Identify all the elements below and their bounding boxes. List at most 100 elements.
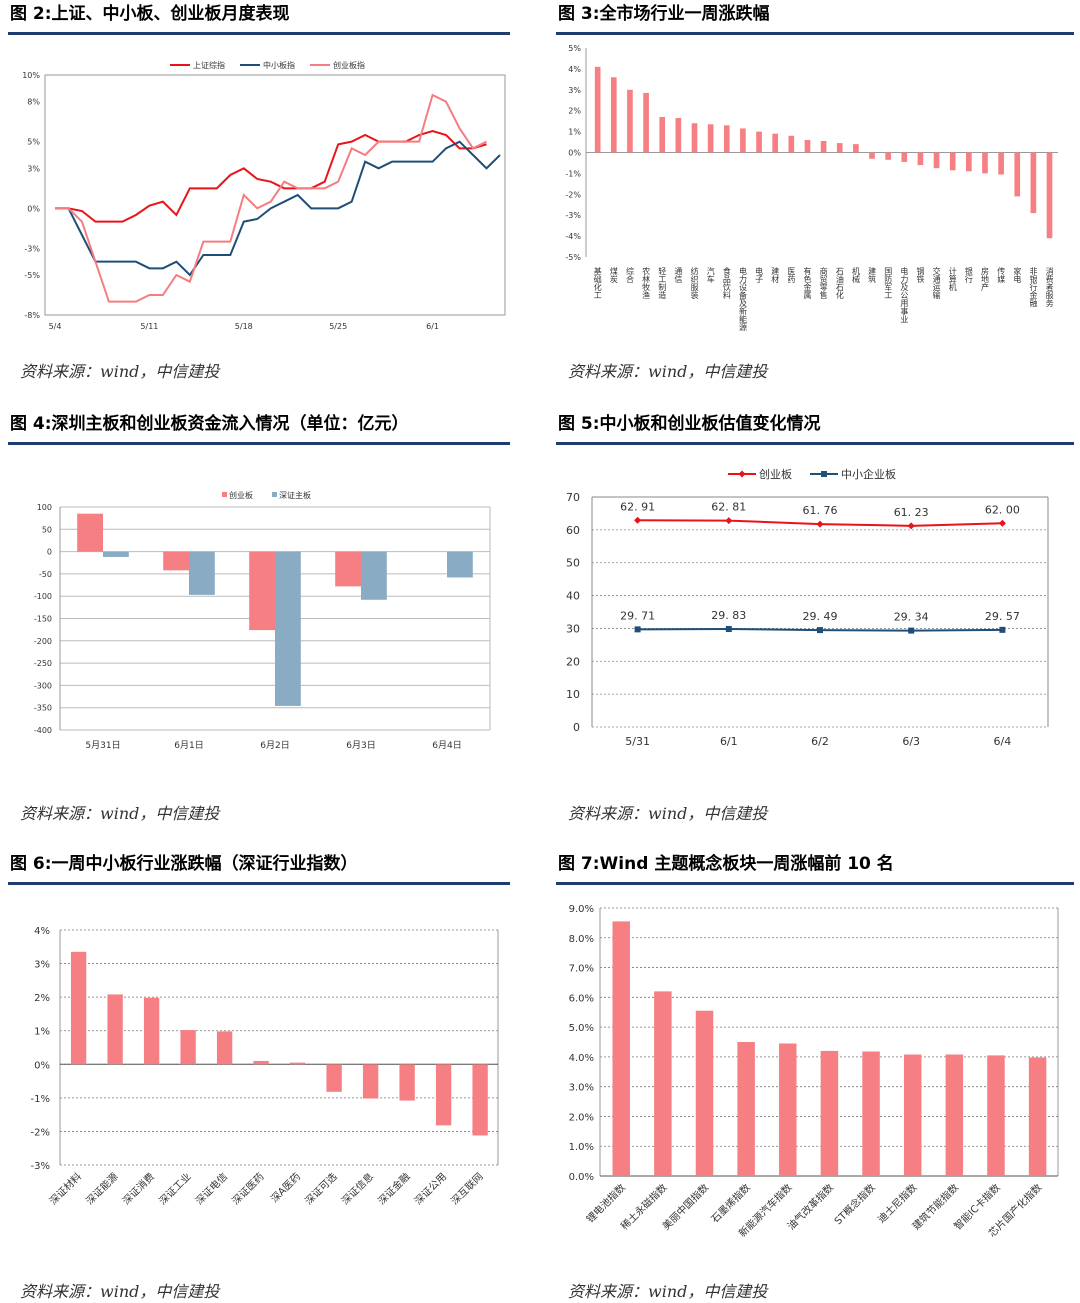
x-tick-label: 6/1: [720, 735, 738, 748]
y-tick-label: -100: [34, 592, 52, 601]
y-tick-label: 1%: [34, 1027, 50, 1038]
x-tick-label: 农林牧渔: [642, 266, 651, 299]
data-point: [725, 517, 733, 525]
y-tick-label: 0: [573, 721, 580, 734]
bar: [820, 1050, 839, 1176]
y-tick-label: 2%: [568, 107, 581, 116]
data-point: [907, 522, 915, 530]
bar: [143, 997, 160, 1065]
data-label: 62. 91: [620, 500, 655, 513]
legend-label: 创业板: [759, 467, 792, 481]
source-note: 资料来源：wind，中信建投: [20, 362, 220, 381]
data-point: [817, 627, 823, 634]
x-tick-label: 6月1日: [174, 740, 203, 751]
bar: [289, 1062, 306, 1065]
x-tick-label: 5月31日: [85, 740, 120, 751]
bar: [180, 1030, 196, 1065]
chart-fig3: -5% -4% -3% -2% -1% 0% 1% 2% 3% 4% 5% 基础化工 煤炭 综合 农林牧渔轻…: [565, 44, 1058, 332]
y-tick-label: -2%: [31, 1127, 50, 1138]
bar: [933, 152, 940, 169]
bar: [966, 152, 972, 172]
bar: [737, 1042, 755, 1176]
bar: [1046, 152, 1053, 239]
panel-title: 图 4:深圳主板和创业板资金流入情况（单位：亿元）: [10, 414, 409, 434]
source-note: 资料来源：wind，中信建投: [20, 804, 220, 823]
bar: [903, 1054, 922, 1176]
bar: [1030, 152, 1037, 214]
legend-label: 创业板指: [333, 60, 365, 70]
x-tick-label: 6/1: [426, 322, 439, 331]
y-tick-label: 1%: [568, 128, 581, 137]
y-tick-label: -300: [34, 681, 52, 690]
bar: [691, 123, 698, 153]
bar: [987, 1055, 1005, 1176]
bar: [695, 1010, 714, 1176]
y-tick-label: 4%: [34, 926, 50, 937]
bar: [862, 1051, 880, 1176]
y-tick-label: 5%: [27, 138, 40, 147]
bar: [326, 1064, 342, 1092]
y-tick-label: 0%: [568, 149, 581, 158]
x-tick-label: 6/4: [994, 735, 1012, 748]
y-tick-label: 10%: [22, 71, 40, 80]
panel-title: 图 2:上证、中小板、创业板月度表现: [10, 4, 290, 24]
y-tick-label: 40: [566, 590, 580, 603]
x-tick-label: 深证材料: [47, 1170, 84, 1207]
data-label: 29. 57: [985, 610, 1020, 623]
chart-fig5: 0 10 20 30 40 50 60 70 5/31 6/1 6/2 6/3 6/4 62. 91 62.…: [566, 467, 1049, 748]
x-tick-label: 交通运输: [932, 266, 941, 300]
x-tick-label: 5/25: [329, 322, 347, 331]
y-tick-label: 3%: [27, 164, 40, 173]
x-tick-label: 通信: [674, 266, 683, 284]
x-tick-label: 5/11: [140, 322, 158, 331]
x-tick-label: 迪士尼指数: [875, 1181, 920, 1226]
data-label: 62. 81: [711, 501, 746, 514]
x-tick-label: 家电: [1013, 266, 1022, 283]
legend-swatch: [272, 492, 277, 497]
title-underline: [556, 442, 1074, 445]
x-tick-label: 6月3日: [346, 740, 375, 751]
bar: [945, 1054, 964, 1176]
bar: [982, 152, 988, 174]
x-tick-label: 汽车: [706, 266, 715, 284]
bar: [740, 128, 746, 153]
bar: [216, 1031, 233, 1065]
title-underline: [8, 442, 510, 445]
y-tick-label: 8%: [27, 98, 40, 107]
x-tick-label: 6月2日: [260, 740, 289, 751]
data-label: 62. 00: [985, 503, 1020, 516]
x-tick-label: 深证可选: [302, 1170, 339, 1207]
bar: [1014, 152, 1021, 197]
title-underline: [556, 32, 1074, 35]
source-note: 资料来源：wind，中信建投: [568, 362, 768, 381]
bar: [675, 118, 682, 153]
x-tick-label: 煤炭: [609, 266, 618, 284]
bar: [772, 133, 779, 153]
bar: [627, 89, 633, 153]
y-tick-label: 3%: [34, 960, 50, 971]
y-tick-label: 0%: [34, 1060, 50, 1071]
y-tick-label: 3%: [568, 86, 581, 95]
y-tick-label: 4.0%: [569, 1053, 594, 1064]
panel-title: 图 7:Wind 主题概念板块一周涨幅前 10 名: [558, 854, 894, 874]
y-tick-label: 10: [566, 688, 580, 701]
legend-label: 中小企业板: [841, 467, 896, 481]
y-tick-label: -3%: [31, 1161, 50, 1172]
chart-fig2: -8% -5% -3% 0% 3% 5% 8% 10% 5/4 5/11 5/18 5/25 6/1 上证…: [22, 60, 506, 331]
y-tick-label: 0: [47, 548, 52, 557]
y-tick-label: -4%: [565, 232, 581, 241]
legend-label: 上证综指: [193, 60, 225, 70]
x-tick-label: 锂电池指数: [583, 1181, 628, 1226]
data-point: [634, 516, 642, 524]
bar: [949, 152, 956, 171]
x-tick-label: 电力及公用事业: [900, 266, 909, 323]
y-tick-label: 4%: [568, 65, 581, 74]
data-point: [725, 625, 732, 632]
legend-label: 中小板指: [263, 60, 295, 70]
y-tick-label: 100: [37, 503, 52, 512]
x-tick-label: 6/2: [811, 735, 829, 748]
data-label: 61. 23: [894, 506, 929, 519]
bar: [612, 921, 630, 1176]
data-label: 29. 83: [711, 609, 746, 622]
x-tick-label: 深证消费: [120, 1170, 157, 1207]
